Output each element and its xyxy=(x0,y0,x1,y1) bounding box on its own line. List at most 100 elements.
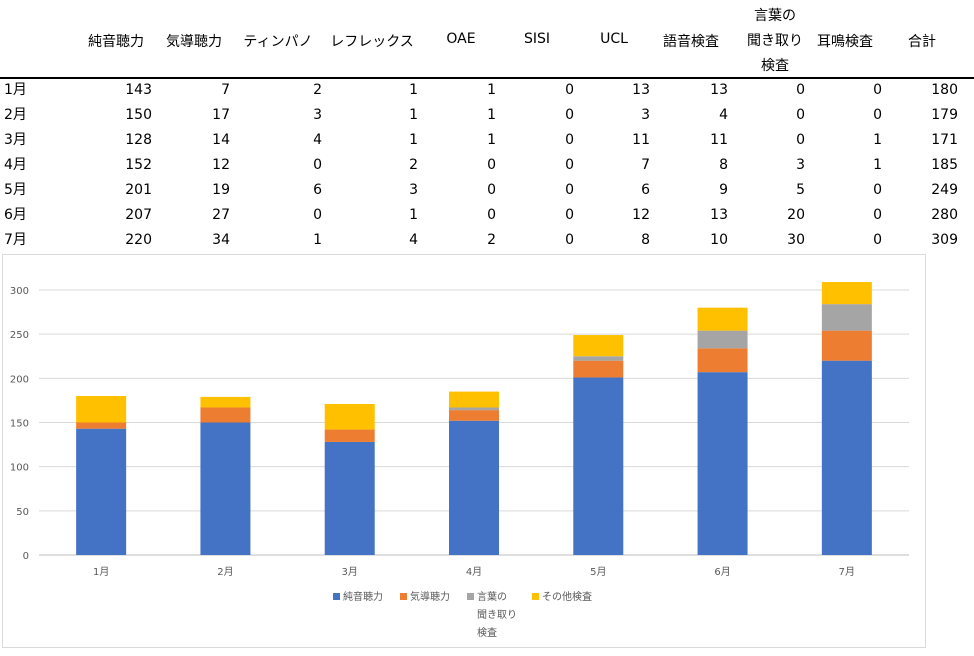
table-cell: 0 xyxy=(565,82,574,98)
table-cell: 179 xyxy=(931,107,958,123)
table-cell: 3 xyxy=(409,182,418,198)
x-tick-label: 7月 xyxy=(839,566,855,578)
table-cell: 0 xyxy=(565,132,574,148)
table-cell: 6 xyxy=(641,182,650,198)
table-cell: 0 xyxy=(873,232,882,248)
column-header: レフレックス xyxy=(330,34,414,50)
y-tick-label: 150 xyxy=(10,419,29,430)
table-cell: 12 xyxy=(212,157,230,173)
bar-segment xyxy=(821,304,872,331)
table-cell: 220 xyxy=(125,232,152,248)
table-cell: 13 xyxy=(710,82,728,98)
stacked-bar-chart[interactable]: 0 50 100 150 200 250 300 1月 2月 3月 4月 5月 6月 7月 純音聴力 気導聴力… xyxy=(2,254,926,648)
table-cell: 0 xyxy=(487,157,496,173)
bar-segment xyxy=(697,348,748,373)
table-cell: 12 xyxy=(632,207,650,223)
bar-segment xyxy=(76,396,127,423)
table-cell: 128 xyxy=(125,132,152,148)
x-tick-label: 3月 xyxy=(342,566,358,578)
y-tick-label: 0 xyxy=(23,551,29,562)
table-cell: 10 xyxy=(710,232,728,248)
table-cell: 30 xyxy=(787,232,805,248)
table-cell: 3 xyxy=(641,107,650,123)
table-cell: 7 xyxy=(221,82,230,98)
table-cell: 11 xyxy=(710,132,728,148)
table-cell: 0 xyxy=(796,107,805,123)
table-cell: 0 xyxy=(313,207,322,223)
column-header-line: 言葉の xyxy=(754,8,796,24)
column-header: SISI xyxy=(523,31,551,47)
x-tick-label: 1月 xyxy=(93,566,109,578)
table-cell: 0 xyxy=(565,107,574,123)
column-header: 耳鳴検査 xyxy=(817,34,873,50)
table-cell: 14 xyxy=(212,132,230,148)
table-cell: 0 xyxy=(873,82,882,98)
legend-label: 聞き取り xyxy=(477,609,517,621)
table-cell: 152 xyxy=(125,157,152,173)
table-cell: 6 xyxy=(313,182,322,198)
x-tick-label: 5月 xyxy=(590,566,606,578)
y-tick-label: 300 xyxy=(10,286,29,297)
bar-segment xyxy=(200,396,251,408)
bar-segment xyxy=(200,407,251,423)
y-tick-label: 200 xyxy=(10,374,29,385)
table-cell: 207 xyxy=(125,207,152,223)
table-cell: 2 xyxy=(313,82,322,98)
y-tick-label: 50 xyxy=(16,507,29,518)
table-cell: 34 xyxy=(212,232,230,248)
table-cell: 4 xyxy=(409,232,418,248)
legend-label: 純音聴力 xyxy=(343,590,383,603)
column-header: 合計 xyxy=(908,34,936,50)
table-cell: 1 xyxy=(313,232,322,248)
table-cell: 249 xyxy=(931,182,958,198)
bar-segment xyxy=(821,282,872,305)
table-cell: 5 xyxy=(796,182,805,198)
table-cell: 201 xyxy=(125,182,152,198)
table-cell: 9 xyxy=(719,182,728,198)
bar-segment xyxy=(449,420,499,555)
column-header-line: 検査 xyxy=(761,58,789,74)
bar-segment xyxy=(697,307,748,331)
table-cell: 3 xyxy=(313,107,322,123)
table-cell: 1 xyxy=(487,82,496,98)
y-tick-label: 250 xyxy=(10,330,29,341)
column-header: 純音聴力 xyxy=(88,34,144,50)
table-cell: 0 xyxy=(565,157,574,173)
table-cell: 0 xyxy=(565,207,574,223)
bar-segment xyxy=(324,429,375,442)
table-cell: 0 xyxy=(873,107,882,123)
table-cell: 185 xyxy=(931,157,958,173)
bar-segment xyxy=(573,360,624,378)
bar-segment xyxy=(821,330,872,361)
bar-segment xyxy=(573,335,624,357)
table-cell: 0 xyxy=(796,132,805,148)
table-cell: 13 xyxy=(632,82,650,98)
column-header-line: 聞き取り xyxy=(747,33,803,49)
legend-swatch xyxy=(333,593,340,600)
table-cell: 2 xyxy=(409,157,418,173)
bar-segment xyxy=(573,377,624,555)
table-cell: 8 xyxy=(641,232,650,248)
table-cell: 20 xyxy=(787,207,805,223)
table-cell: 27 xyxy=(212,207,230,223)
column-header: OAE xyxy=(446,31,476,47)
bar-segment xyxy=(697,330,748,349)
bar-segment xyxy=(449,407,499,411)
table-cell: 0 xyxy=(873,207,882,223)
table-cell: 180 xyxy=(931,82,958,98)
table-cell: 7 xyxy=(641,157,650,173)
table-cell: 0 xyxy=(796,82,805,98)
legend-label: 検査 xyxy=(477,626,497,639)
bar-segment xyxy=(573,356,624,361)
legend-label: 言葉の xyxy=(477,590,507,603)
table-cell: 143 xyxy=(125,82,152,98)
table-cell: 1 xyxy=(409,82,418,98)
table-cell: 0 xyxy=(487,207,496,223)
column-header: 語音検査 xyxy=(663,34,719,50)
bar-segment xyxy=(697,372,748,555)
column-header: UCL xyxy=(600,31,628,47)
table-cell: 13 xyxy=(710,207,728,223)
column-header: ティンパノ xyxy=(243,34,313,50)
table-cell: 0 xyxy=(565,182,574,198)
